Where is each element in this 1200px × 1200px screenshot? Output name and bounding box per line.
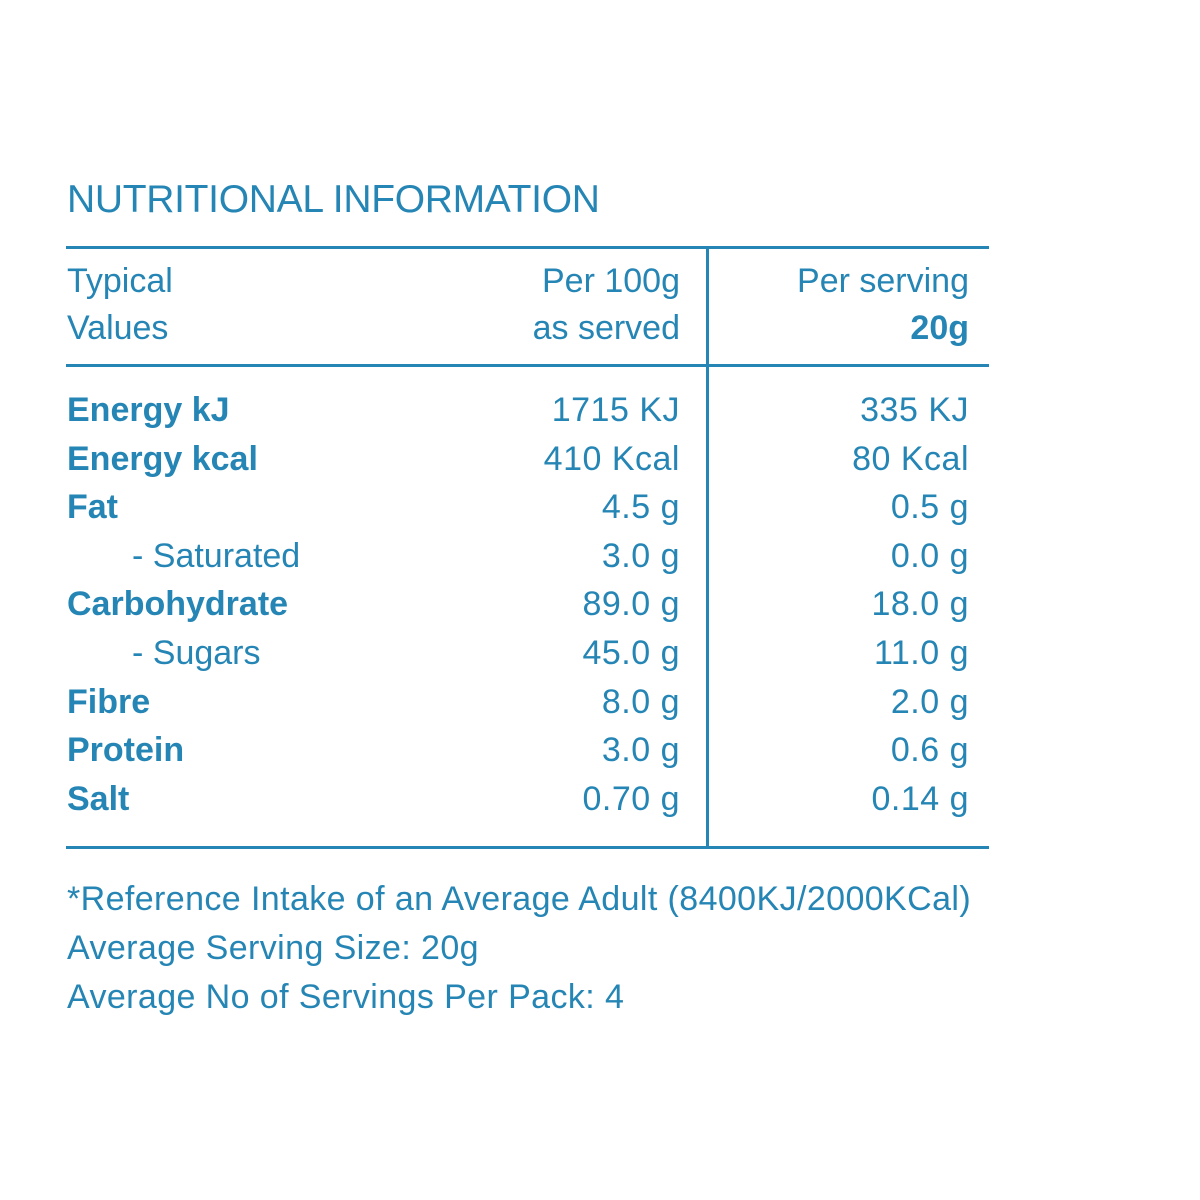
nutrient-name: Fibre [67,682,151,721]
nutrient-name: Protein [67,731,185,770]
per-serving-value: 0.6 g [890,731,969,770]
header-serving-size: 20g [910,309,969,347]
per-serving-value: 18.0 g [871,585,969,624]
nutrient-rows: Energy kJ 1715 KJ 335 KJ Energy kcal 410… [66,386,989,823]
table-row: Carbohydrate 89.0 g 18.0 g [66,580,989,629]
per-serving-value: 335 KJ [860,391,969,429]
per-100g-value: 89.0 g [582,585,680,624]
header-typical: Typical [67,262,173,300]
reference-intake-note: *Reference Intake of an Average Adult (8… [67,880,972,918]
per-100g-value: 0.70 g [582,779,680,818]
header-per-100g: Per 100g as served [533,258,680,352]
footnotes: *Reference Intake of an Average Adult (8… [67,875,971,1022]
nutrition-table: Typical Values Per 100g as served Per se… [66,246,989,849]
per-100g-value: 3.0 g [601,731,680,770]
table-row: Fibre 8.0 g 2.0 g [66,678,989,727]
sub-nutrient-name: - Sugars [132,633,261,672]
per-serving-value: 80 Kcal [852,439,969,478]
nutrient-name: Carbohydrate [67,585,289,624]
table-row: Fat 4.5 g 0.5 g [66,483,989,532]
header-divider-rule [66,364,989,367]
per-100g-value: 8.0 g [601,682,680,721]
table-row: Salt 0.70 g 0.14 g [66,775,989,824]
header-as-served: as served [532,309,680,347]
sub-nutrient-name: - Saturated [132,536,301,575]
header-per-serving: Per serving 20g [797,258,969,352]
table-row: Energy kJ 1715 KJ 335 KJ [66,386,989,435]
table-bottom-rule [66,846,989,849]
nutrient-name: Energy kJ [67,391,230,429]
page-title: NUTRITIONAL INFORMATION [67,178,600,221]
per-100g-value: 3.0 g [601,536,680,575]
header-values: Values [67,309,169,347]
nutrient-name: Fat [67,488,118,527]
per-serving-value: 11.0 g [873,633,969,672]
header-typical-values: Typical Values [67,258,173,352]
table-row: Protein 3.0 g 0.6 g [66,726,989,775]
header-per-serving-label: Per serving [797,262,969,300]
nutrient-name: Salt [67,779,130,818]
per-100g-value: 45.0 g [582,633,680,672]
serving-size-note: Average Serving Size: 20g [67,929,479,967]
servings-per-pack-note: Average No of Servings Per Pack: 4 [67,978,625,1016]
per-100g-value: 410 Kcal [543,439,680,478]
header-per-100g-label: Per 100g [542,262,680,300]
per-serving-value: 0.14 g [871,779,969,818]
column-divider-rule [706,246,709,849]
per-100g-value: 4.5 g [601,488,680,527]
per-serving-value: 2.0 g [890,682,969,721]
nutrient-name: Energy kcal [67,439,258,478]
per-serving-value: 0.5 g [890,488,969,527]
per-serving-value: 0.0 g [890,536,969,575]
table-top-rule [66,246,989,249]
table-row: - Sugars 45.0 g 11.0 g [66,629,989,678]
table-row: Energy kcal 410 Kcal 80 Kcal [66,435,989,484]
table-row: - Saturated 3.0 g 0.0 g [66,532,989,581]
per-100g-value: 1715 KJ [551,391,680,429]
